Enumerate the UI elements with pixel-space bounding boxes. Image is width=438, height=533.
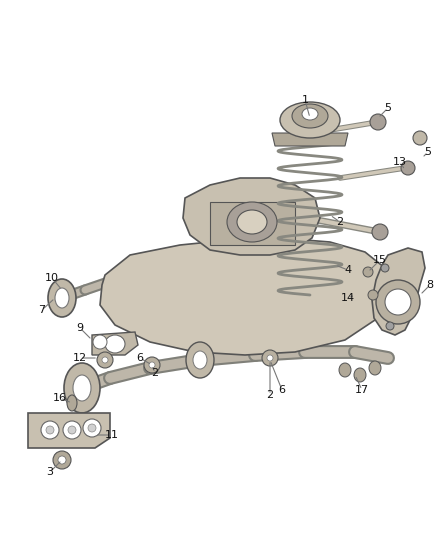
Text: 6: 6	[137, 353, 144, 363]
Text: 6: 6	[279, 385, 286, 395]
Ellipse shape	[186, 342, 214, 378]
Ellipse shape	[68, 426, 76, 434]
Polygon shape	[372, 248, 425, 335]
Text: 11: 11	[105, 430, 119, 440]
Ellipse shape	[83, 419, 101, 437]
Text: 2: 2	[266, 390, 274, 400]
Ellipse shape	[354, 368, 366, 382]
Ellipse shape	[144, 357, 160, 373]
Text: 3: 3	[46, 467, 53, 477]
Ellipse shape	[46, 426, 54, 434]
Ellipse shape	[369, 361, 381, 375]
Ellipse shape	[368, 290, 378, 300]
Text: 9: 9	[77, 323, 84, 333]
Polygon shape	[183, 178, 320, 255]
Ellipse shape	[193, 351, 207, 369]
Ellipse shape	[97, 352, 113, 368]
Text: 16: 16	[53, 393, 67, 403]
Ellipse shape	[58, 456, 66, 464]
Ellipse shape	[149, 362, 155, 368]
Text: 13: 13	[393, 157, 407, 167]
Text: 12: 12	[73, 353, 87, 363]
Ellipse shape	[386, 322, 394, 330]
Ellipse shape	[53, 451, 71, 469]
Ellipse shape	[48, 279, 76, 317]
Ellipse shape	[55, 288, 69, 308]
Ellipse shape	[93, 335, 107, 349]
Text: 2: 2	[336, 217, 343, 227]
Text: 4: 4	[344, 265, 352, 275]
Ellipse shape	[67, 395, 77, 411]
Ellipse shape	[385, 289, 411, 315]
Ellipse shape	[376, 280, 420, 324]
Ellipse shape	[292, 104, 328, 128]
Polygon shape	[92, 332, 138, 355]
Ellipse shape	[267, 355, 273, 361]
Ellipse shape	[41, 421, 59, 439]
Ellipse shape	[372, 224, 388, 240]
Text: 5: 5	[424, 147, 431, 157]
Ellipse shape	[63, 421, 81, 439]
Text: 5: 5	[385, 103, 392, 113]
Text: 14: 14	[341, 293, 355, 303]
Ellipse shape	[381, 264, 389, 272]
Ellipse shape	[237, 210, 267, 234]
Polygon shape	[28, 413, 110, 448]
Text: 17: 17	[355, 385, 369, 395]
Text: 8: 8	[427, 280, 434, 290]
Text: 2: 2	[152, 368, 159, 378]
Ellipse shape	[227, 202, 277, 242]
Ellipse shape	[73, 375, 91, 401]
Ellipse shape	[370, 114, 386, 130]
Ellipse shape	[102, 357, 108, 363]
Ellipse shape	[413, 131, 427, 145]
Ellipse shape	[64, 363, 100, 413]
Ellipse shape	[401, 161, 415, 175]
Text: 7: 7	[39, 305, 46, 315]
Text: 1: 1	[301, 95, 308, 105]
Text: 10: 10	[45, 273, 59, 283]
Polygon shape	[210, 202, 295, 245]
Polygon shape	[100, 238, 388, 355]
Ellipse shape	[262, 350, 278, 366]
Polygon shape	[272, 133, 348, 146]
Ellipse shape	[280, 102, 340, 138]
Ellipse shape	[258, 203, 272, 217]
Ellipse shape	[88, 424, 96, 432]
Ellipse shape	[363, 267, 373, 277]
Ellipse shape	[105, 335, 125, 353]
Ellipse shape	[339, 363, 351, 377]
Ellipse shape	[302, 108, 318, 120]
Text: 15: 15	[373, 255, 387, 265]
